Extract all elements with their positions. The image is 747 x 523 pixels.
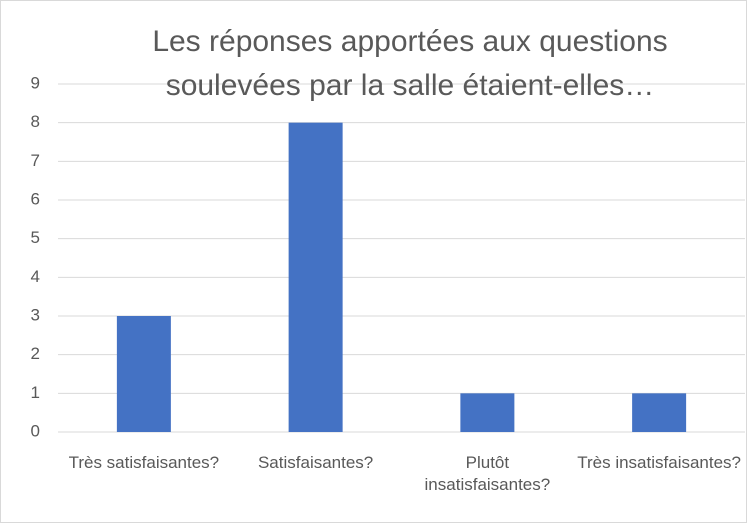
bar (288, 122, 343, 433)
y-tick-label: 6 (31, 189, 40, 208)
y-tick-label: 7 (31, 151, 40, 170)
bar (116, 316, 171, 432)
y-tick-label: 2 (31, 344, 40, 363)
y-tick-label: 8 (31, 112, 40, 131)
x-tick-label: Très satisfaisantes? (68, 453, 220, 472)
y-tick-label: 5 (31, 228, 40, 247)
y-tick-label: 4 (31, 267, 40, 286)
y-tick-label: 3 (31, 305, 40, 324)
chart-title: Les réponses apportées aux questions sou… (152, 25, 668, 102)
bar (460, 393, 515, 432)
y-tick-label: 9 (31, 73, 40, 92)
y-tick-label: 0 (31, 421, 40, 440)
x-tick-label: Satisfaisantes? (257, 453, 374, 472)
bar (632, 393, 687, 432)
y-tick-label: 1 (31, 383, 40, 402)
x-tick-label: Plutôt insatisfaisantes? (424, 453, 551, 494)
x-tick-label: Très insatisfaisantes? (577, 453, 742, 472)
